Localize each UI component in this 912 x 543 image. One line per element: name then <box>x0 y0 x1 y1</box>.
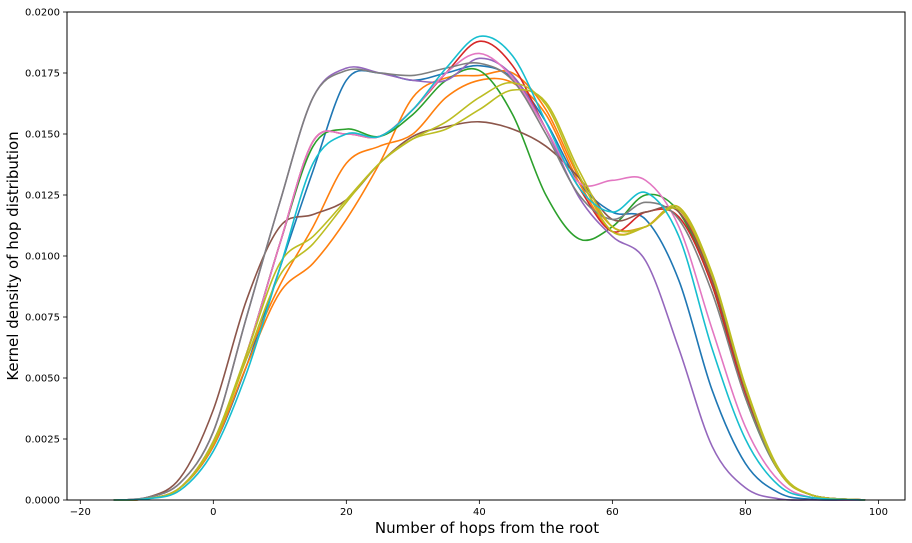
y-tick-label: 0.0000 <box>25 496 60 507</box>
x-tick-label: 80 <box>739 507 752 518</box>
kde-series-line-12 <box>113 35 866 501</box>
x-tick-label: 60 <box>606 507 619 518</box>
x-tick-label: 100 <box>869 507 888 518</box>
x-axis: −20 0 20 40 60 80 100 <box>70 500 888 518</box>
y-tick-label: 0.0050 <box>25 374 60 385</box>
kde-series-line-4 <box>113 67 866 501</box>
y-tick-label: 0.0100 <box>25 252 60 263</box>
kde-series-line-6 <box>113 57 866 501</box>
y-axis-label: Kernel density of hop distribution <box>4 131 22 380</box>
plot-frame <box>66 11 906 501</box>
kde-series-line-1 <box>113 64 866 501</box>
x-tick-label: 20 <box>340 507 353 518</box>
kde-series-line-9 <box>113 61 866 501</box>
y-tick-label: 0.0150 <box>25 130 60 141</box>
x-tick-label: −20 <box>70 507 91 518</box>
y-tick-label: 0.0125 <box>25 191 60 202</box>
y-tick-label: 0.0075 <box>25 313 60 324</box>
kde-series-line-5 <box>113 40 866 501</box>
kde-series-line-10 <box>113 88 866 501</box>
x-tick-label: 0 <box>210 507 216 518</box>
y-axis: 0.0000 0.0025 0.0050 0.0075 0.0100 0.0125 0.01… <box>25 8 67 507</box>
y-tick-label: 0.0025 <box>25 435 60 446</box>
kde-series-line-3 <box>113 77 866 501</box>
kde-series-line-11 <box>113 81 866 501</box>
kde-series-line-8 <box>113 52 866 501</box>
x-tick-label: 40 <box>473 507 486 518</box>
y-tick-label: 0.0200 <box>25 8 60 19</box>
kde-series-line-2 <box>113 70 866 501</box>
x-axis-label: Number of hops from the root <box>375 519 599 537</box>
kde-series-line-7 <box>113 120 866 501</box>
y-tick-label: 0.0175 <box>25 69 60 80</box>
series-layer <box>113 35 866 501</box>
